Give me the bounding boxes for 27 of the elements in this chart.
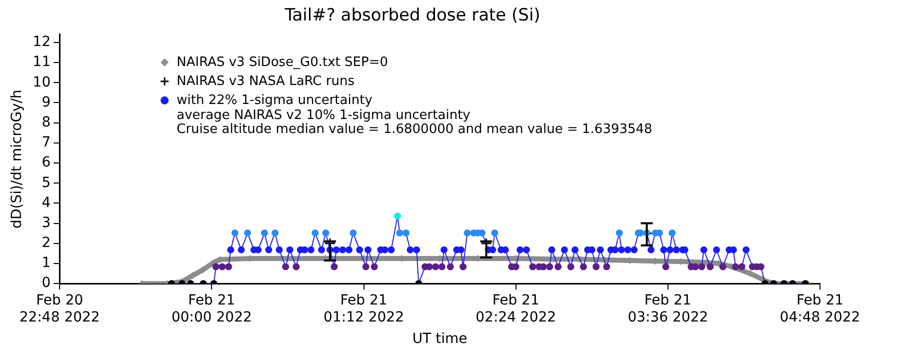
x-tick-label: Feb 20 22:48 2022 <box>19 292 100 326</box>
y-tick-label: 8 <box>42 114 51 130</box>
x-tick-label: Feb 21 03:36 2022 <box>628 292 708 326</box>
y-tick-label: 4 <box>42 194 51 211</box>
chart-title: Tail#? absorbed dose rate (Si) <box>284 6 540 26</box>
y-tick-label: 2 <box>42 235 51 252</box>
annotation: Cruise altitude median value = 1.6800000 and mean value = 1.6393548 <box>176 122 652 137</box>
legend-label: NAIRAS v3 SiDose_G0.txt SEP=0 <box>176 54 388 70</box>
annotation: average NAIRAS v2 10% 1-sigma uncertainty <box>176 108 471 123</box>
y-tick-label: 6 <box>42 154 51 171</box>
y-tick-label: 0 <box>42 275 51 292</box>
x-tick-label: Feb 21 02:24 2022 <box>476 292 556 326</box>
x-axis-title: UT time <box>412 331 468 348</box>
legend-label: NAIRAS v3 NASA LaRC runs <box>176 74 355 89</box>
y-tick-label: 9 <box>42 94 51 110</box>
y-tick-label: 3 <box>42 214 51 231</box>
y-tick-label: 11 <box>32 54 51 70</box>
x-tick-label: Feb 21 04:48 2022 <box>780 292 860 326</box>
y-tick-label: 7 <box>42 134 51 151</box>
y-axis-title: dD(Si)/dt microGy/h <box>9 90 26 228</box>
x-tick-label: Feb 21 01:12 2022 <box>324 292 404 326</box>
y-tick-label: 12 <box>32 34 51 50</box>
y-tick-label: 10 <box>32 74 51 90</box>
legend-label: with 22% 1-sigma uncertainty <box>176 92 373 108</box>
x-tick-label: Feb 21 00:00 2022 <box>171 292 252 326</box>
y-tick-label: 1 <box>42 255 51 272</box>
y-tick-label: 5 <box>42 174 51 191</box>
